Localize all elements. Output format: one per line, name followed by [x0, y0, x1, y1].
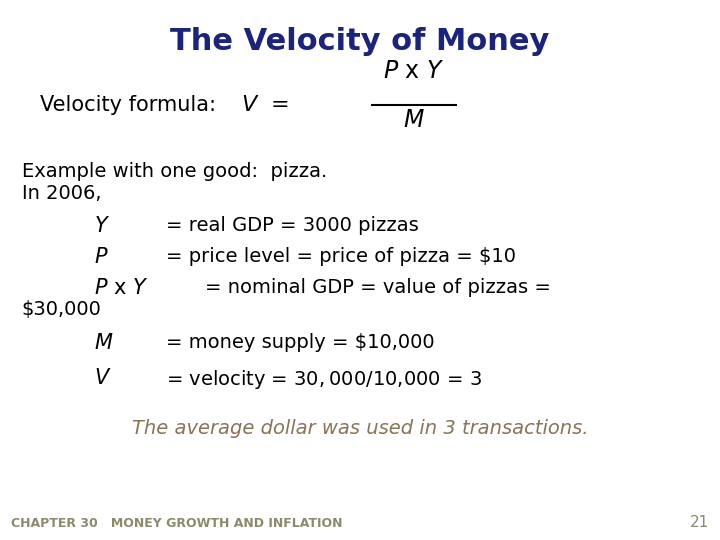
Text: $\mathbf{\mathit{M}}$: $\mathbf{\mathit{M}}$ [403, 108, 425, 132]
Text: Example with one good:  pizza.: Example with one good: pizza. [22, 162, 327, 181]
Text: = real GDP = 3000 pizzas: = real GDP = 3000 pizzas [166, 216, 418, 235]
Text: $\mathbf{\mathit{V}}$: $\mathbf{\mathit{V}}$ [94, 368, 111, 388]
Text: 21: 21 [690, 515, 709, 530]
Text: $\mathbf{\mathit{V}}$  =: $\mathbf{\mathit{V}}$ = [241, 95, 289, 116]
Text: $\mathbf{\mathit{Y}}$: $\mathbf{\mathit{Y}}$ [94, 216, 109, 236]
Text: $30,000: $30,000 [22, 300, 102, 319]
Text: = velocity = $30,000/$10,000 = 3: = velocity = $30,000/$10,000 = 3 [166, 368, 482, 392]
Text: = price level = price of pizza = $10: = price level = price of pizza = $10 [166, 247, 516, 266]
Text: Velocity formula:: Velocity formula: [40, 95, 216, 116]
Text: $\mathbf{\mathit{P}}$ x $\mathbf{\mathit{Y}}$: $\mathbf{\mathit{P}}$ x $\mathbf{\mathit… [383, 59, 445, 83]
Text: $\mathbf{\mathit{P}}$ x $\mathbf{\mathit{Y}}$: $\mathbf{\mathit{P}}$ x $\mathbf{\mathit… [94, 278, 148, 298]
Text: = money supply = $10,000: = money supply = $10,000 [166, 333, 434, 352]
Text: CHAPTER 30   MONEY GROWTH AND INFLATION: CHAPTER 30 MONEY GROWTH AND INFLATION [11, 517, 342, 530]
Text: $\mathbf{\mathit{P}}$: $\mathbf{\mathit{P}}$ [94, 247, 108, 267]
Text: $\mathbf{\mathit{M}}$: $\mathbf{\mathit{M}}$ [94, 333, 113, 353]
Text: = nominal GDP = value of pizzas =: = nominal GDP = value of pizzas = [205, 278, 551, 296]
Text: The average dollar was used in 3 transactions.: The average dollar was used in 3 transac… [132, 418, 588, 437]
Text: In 2006,: In 2006, [22, 184, 101, 202]
Text: The Velocity of Money: The Velocity of Money [171, 27, 549, 56]
